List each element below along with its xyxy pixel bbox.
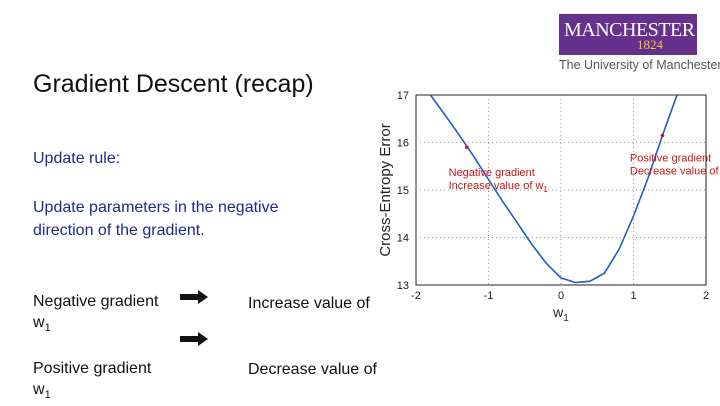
annotation-line1: Negative gradient [449,167,535,179]
y-tick-label: 16 [397,138,409,150]
x-tick-label: 2 [703,290,709,302]
x-axis-label: w1 [552,304,569,322]
annotation-point [464,145,469,150]
decrease-value-label: Decrease value of [248,361,377,378]
positive-gradient-text: Positive gradient [33,360,152,377]
annotation-point [660,133,665,138]
annotation-line2: Decrease value of w1 [630,166,720,180]
x-tick-label: -1 [484,290,494,302]
x-axis-label-sub: 1 [563,313,569,322]
x-axis-label-var: w [552,304,564,320]
logo-subtitle: The University of Manchester [559,58,720,72]
y-tick-label: 15 [397,185,409,197]
annotation-line1: Positive gradient [630,153,711,165]
right-arrow-icon [180,290,208,304]
update-rule-heading: Update rule: [33,150,121,167]
increase-value-label: Increase value of [248,295,370,312]
y-tick-label: 13 [397,280,409,292]
positive-gradient-var-sub: 1 [44,389,51,402]
right-arrow-icon [180,332,208,346]
logo-box: MANCHESTER 1824 [559,14,697,55]
positive-gradient-label: Positive gradient w1 [33,358,151,406]
update-rule-description: Update parameters in the negative direct… [33,199,279,239]
y-tick-label: 14 [397,233,409,245]
x-tick-label: 1 [630,290,636,302]
error-curve [429,94,678,284]
x-tick-label: 0 [558,290,564,302]
y-tick-label: 17 [397,90,409,102]
annotation-sub: 1 [543,185,548,194]
negative-gradient-var: w [33,314,45,331]
annotation-line2: Increase value of w1 [449,180,549,194]
x-tick-label: -2 [411,290,421,302]
logo-name: MANCHESTER [564,19,695,41]
negative-gradient-label: Negative gradient w1 [33,291,158,339]
negative-gradient-var-sub: 1 [44,322,51,335]
slide-title: Gradient Descent (recap) [33,70,314,98]
positive-gradient-var: w [33,381,45,398]
logo-year: 1824 [637,37,663,52]
negative-gradient-text: Negative gradient [33,293,159,310]
y-axis-label: Cross-Entropy Error [377,123,394,256]
